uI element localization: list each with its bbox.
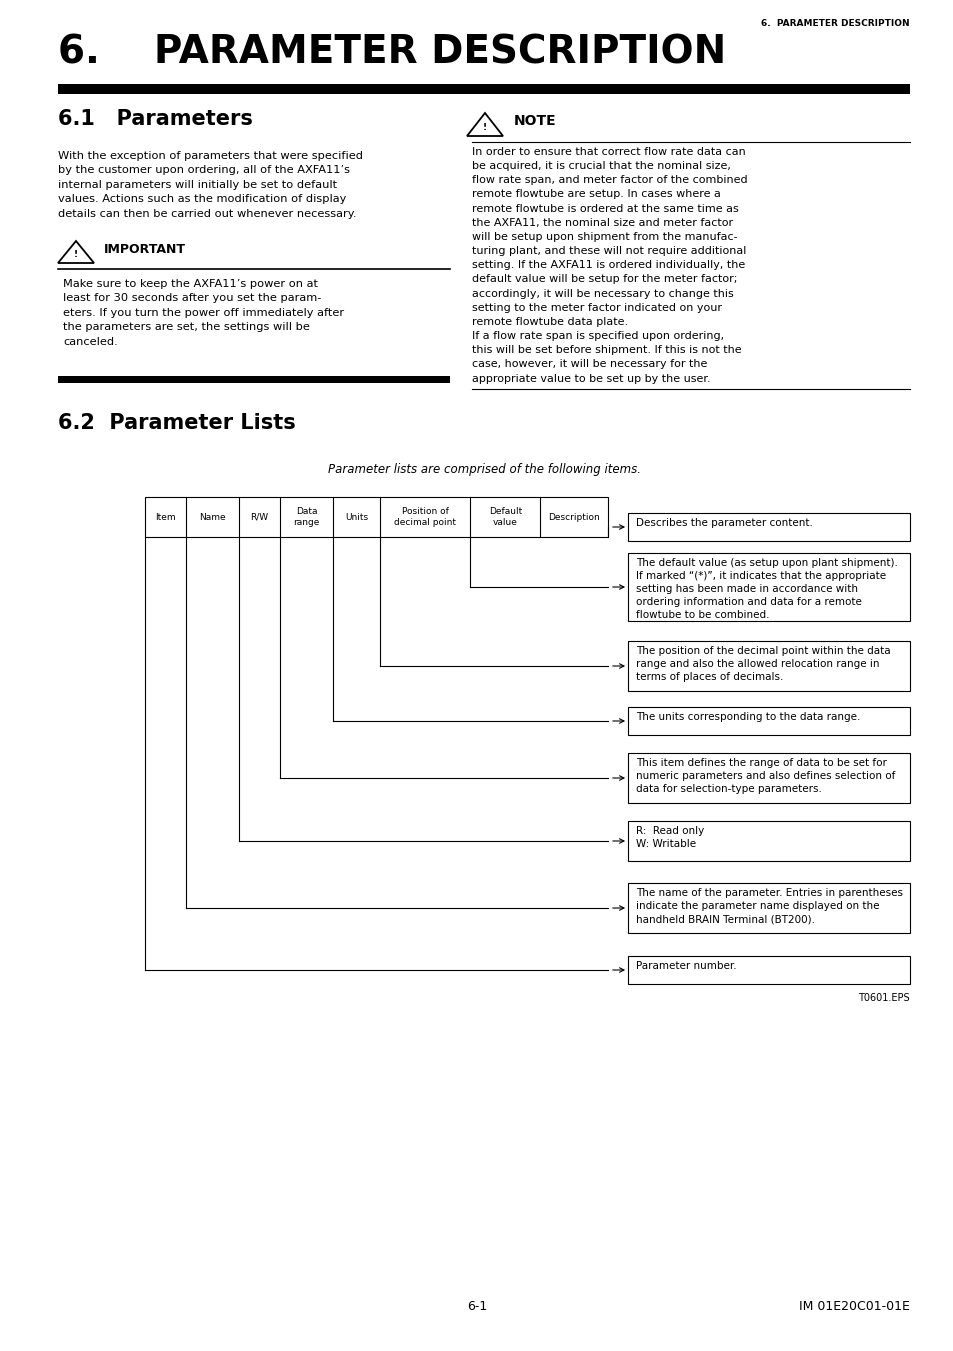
Text: This item defines the range of data to be set for
numeric parameters and also de: This item defines the range of data to b… bbox=[636, 758, 895, 794]
Bar bbox=[58, 376, 450, 382]
Text: Parameter number.: Parameter number. bbox=[636, 961, 736, 971]
Text: The name of the parameter. Entries in parentheses
indicate the parameter name di: The name of the parameter. Entries in pa… bbox=[636, 888, 902, 924]
Bar bbox=[627, 821, 909, 861]
Text: Data
range: Data range bbox=[293, 508, 319, 527]
Bar bbox=[627, 753, 909, 802]
Text: R/W: R/W bbox=[251, 512, 269, 521]
Text: Name: Name bbox=[199, 512, 226, 521]
Text: 6.  PARAMETER DESCRIPTION: 6. PARAMETER DESCRIPTION bbox=[760, 19, 909, 28]
Text: 6.1   Parameters: 6.1 Parameters bbox=[58, 109, 253, 128]
Bar bbox=[627, 513, 909, 540]
Text: The units corresponding to the data range.: The units corresponding to the data rang… bbox=[636, 712, 860, 721]
Text: R:  Read only
W: Writable: R: Read only W: Writable bbox=[636, 825, 703, 848]
Text: !: ! bbox=[482, 123, 487, 132]
Text: The position of the decimal point within the data
range and also the allowed rel: The position of the decimal point within… bbox=[636, 646, 890, 682]
Text: Units: Units bbox=[345, 512, 368, 521]
Text: In order to ensure that correct flow rate data can
be acquired, it is crucial th: In order to ensure that correct flow rat… bbox=[472, 147, 747, 384]
Text: T0601.EPS: T0601.EPS bbox=[858, 993, 909, 1002]
Bar bbox=[627, 957, 909, 984]
Text: Make sure to keep the AXFA11’s power on at
least for 30 seconds after you set th: Make sure to keep the AXFA11’s power on … bbox=[63, 280, 344, 347]
Bar bbox=[145, 497, 607, 536]
Text: !: ! bbox=[74, 250, 78, 259]
Text: IM 01E20C01-01E: IM 01E20C01-01E bbox=[799, 1300, 909, 1313]
Text: Position of
decimal point: Position of decimal point bbox=[394, 508, 456, 527]
Text: 6.2  Parameter Lists: 6.2 Parameter Lists bbox=[58, 413, 295, 434]
Text: 6.    PARAMETER DESCRIPTION: 6. PARAMETER DESCRIPTION bbox=[58, 32, 725, 72]
Text: NOTE: NOTE bbox=[514, 113, 556, 128]
Text: Parameter lists are comprised of the following items.: Parameter lists are comprised of the fol… bbox=[327, 463, 639, 476]
Bar bbox=[627, 707, 909, 735]
Text: Describes the parameter content.: Describes the parameter content. bbox=[636, 517, 812, 528]
Bar bbox=[627, 884, 909, 934]
Bar bbox=[627, 640, 909, 690]
Text: Default
value: Default value bbox=[488, 508, 521, 527]
Text: The default value (as setup upon plant shipment).
If marked “(*)”, it indicates : The default value (as setup upon plant s… bbox=[636, 558, 897, 620]
Bar bbox=[58, 84, 909, 95]
Text: Item: Item bbox=[155, 512, 175, 521]
Text: 6-1: 6-1 bbox=[466, 1300, 487, 1313]
Text: IMPORTANT: IMPORTANT bbox=[104, 243, 186, 255]
Text: With the exception of parameters that were specified
by the customer upon orderi: With the exception of parameters that we… bbox=[58, 151, 363, 219]
Bar bbox=[627, 553, 909, 621]
Text: Description: Description bbox=[548, 512, 599, 521]
